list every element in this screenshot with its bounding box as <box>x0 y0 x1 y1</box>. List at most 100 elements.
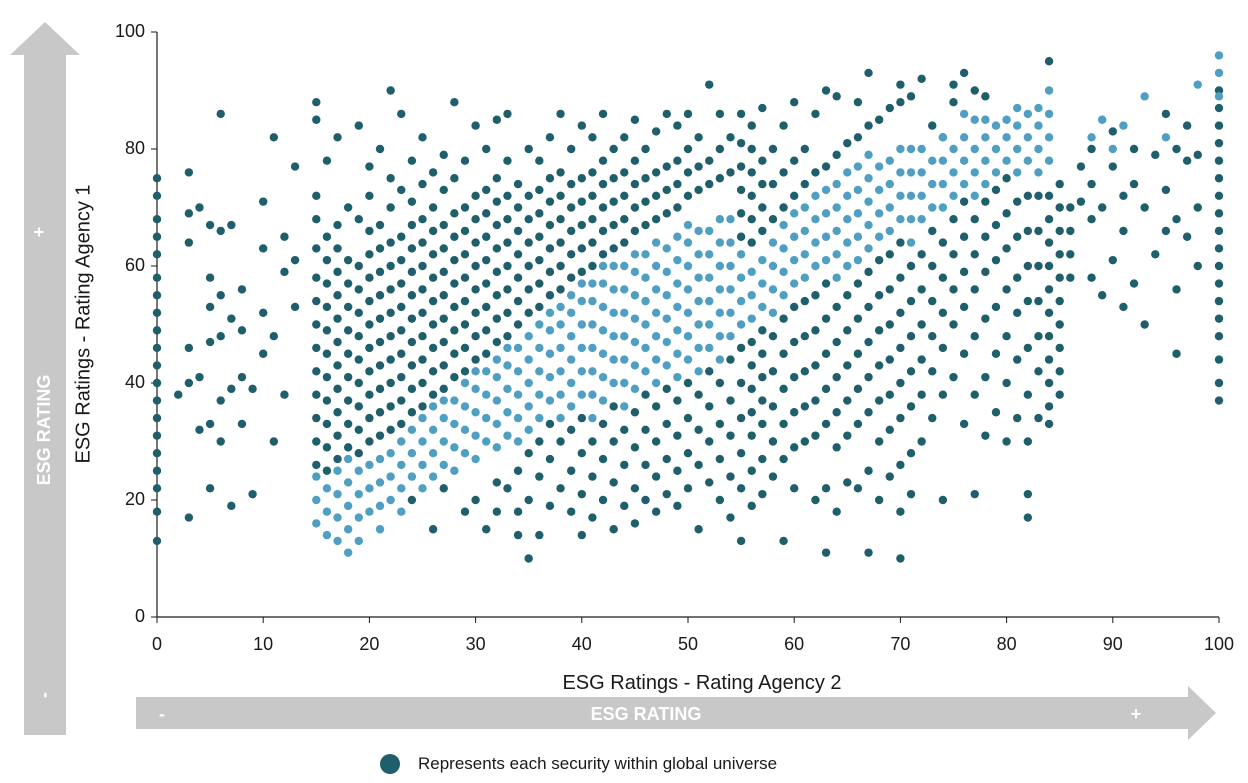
data-point-dark <box>397 232 406 241</box>
data-point-dark <box>651 191 661 200</box>
data-point-dark <box>513 226 523 236</box>
data-point-dark <box>811 361 820 370</box>
data-point-light <box>513 367 523 376</box>
data-point-dark <box>312 343 321 353</box>
data-point-dark <box>821 279 831 288</box>
data-point-dark <box>620 238 629 247</box>
data-point-light <box>386 495 395 505</box>
data-point-light <box>683 355 693 364</box>
data-point-dark <box>503 332 512 341</box>
data-point-dark <box>747 168 756 177</box>
data-point-dark <box>598 250 608 259</box>
data-point-dark <box>928 413 937 423</box>
data-point-dark <box>482 232 491 241</box>
data-point-light <box>577 390 586 399</box>
data-point-dark <box>556 191 565 200</box>
data-point-dark <box>428 343 438 353</box>
data-point-dark <box>216 332 225 341</box>
data-point-dark <box>938 495 948 505</box>
data-point-light <box>375 454 385 464</box>
data-point-dark <box>1023 390 1033 399</box>
data-point-dark <box>312 367 321 376</box>
data-point-light <box>598 396 608 405</box>
data-point-light <box>397 484 406 493</box>
data-point-dark <box>418 261 427 271</box>
data-point-light <box>503 431 512 440</box>
data-point-light <box>535 320 544 329</box>
data-point-dark <box>152 361 162 370</box>
data-point-dark <box>577 121 586 130</box>
data-point-light <box>375 501 385 511</box>
data-point-dark <box>1097 203 1107 212</box>
data-point-light <box>1044 86 1054 95</box>
data-point-dark <box>513 296 523 306</box>
data-point-dark <box>843 431 852 440</box>
data-point-light <box>375 525 385 534</box>
data-point-dark <box>524 308 533 317</box>
data-point-dark <box>662 489 671 499</box>
data-point-light <box>1044 156 1054 165</box>
data-point-light <box>1214 68 1224 78</box>
data-point-dark <box>450 174 459 183</box>
data-point-light <box>386 472 395 481</box>
data-point-light <box>471 408 480 417</box>
data-point-dark <box>949 320 958 329</box>
data-point-light <box>620 285 629 294</box>
data-point-dark <box>981 92 990 101</box>
data-point-dark <box>450 302 459 312</box>
data-point-light <box>1214 92 1224 101</box>
data-point-dark <box>1214 226 1224 236</box>
data-point-dark <box>322 396 332 405</box>
data-point-light <box>673 279 682 288</box>
data-point-dark <box>694 133 703 142</box>
data-point-dark <box>471 121 480 130</box>
data-point-dark <box>928 261 937 271</box>
data-point-dark <box>322 279 332 288</box>
data-point-light <box>503 384 512 394</box>
data-point-dark <box>938 238 948 247</box>
data-point-light <box>662 267 671 277</box>
data-point-dark <box>492 507 502 516</box>
data-point-light <box>790 209 799 218</box>
data-point-dark <box>768 402 778 411</box>
data-point-dark <box>1044 402 1054 411</box>
data-point-light <box>811 215 820 224</box>
data-point-dark <box>641 460 650 470</box>
data-point-dark <box>535 279 544 288</box>
data-point-dark <box>566 179 576 189</box>
data-point-light <box>832 250 841 259</box>
data-point-dark <box>556 261 565 271</box>
data-point-dark <box>439 220 448 230</box>
data-point-dark <box>981 197 990 206</box>
data-point-light <box>513 343 523 353</box>
data-point-dark <box>821 548 831 557</box>
data-point-light <box>343 548 353 557</box>
data-point-dark <box>790 372 799 382</box>
data-point-dark <box>620 460 629 470</box>
data-point-dark <box>365 390 374 399</box>
data-point-dark <box>333 408 342 417</box>
data-point-light <box>535 367 544 376</box>
data-point-dark <box>790 484 799 493</box>
data-point-dark <box>471 355 480 364</box>
data-point-light <box>906 238 916 247</box>
data-point-dark <box>874 495 884 505</box>
data-point-dark <box>970 489 979 499</box>
data-point-dark <box>885 472 894 481</box>
data-point-light <box>800 203 810 212</box>
data-point-dark <box>577 449 586 458</box>
data-point-dark <box>853 484 863 493</box>
data-point-light <box>651 378 661 388</box>
x-tick-label: 80 <box>997 634 1017 654</box>
data-point-dark <box>577 489 586 499</box>
data-point-light <box>768 261 778 271</box>
data-point-light <box>641 367 650 376</box>
data-point-dark <box>620 215 629 224</box>
data-point-dark <box>1055 320 1064 329</box>
data-point-light <box>885 203 894 212</box>
x-tick-label: 0 <box>152 634 162 654</box>
data-point-dark <box>566 273 576 282</box>
data-point-light <box>694 343 703 353</box>
data-point-dark <box>981 314 990 323</box>
data-point-light <box>758 255 767 265</box>
